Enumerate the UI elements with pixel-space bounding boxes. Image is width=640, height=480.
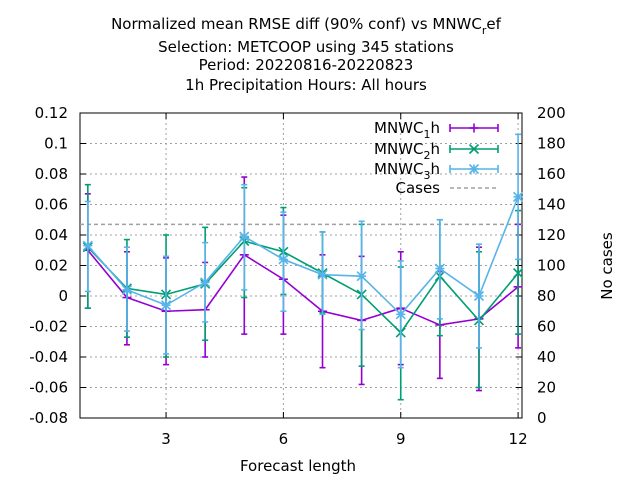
y2-tick-label: 120: [537, 226, 566, 244]
y2-tick-label: 100: [537, 257, 566, 275]
y-tick-label: -0.08: [29, 409, 68, 427]
axes: -0.08 -0.06 -0.04 -0.02 0 0.02 0.04 0.06 0.08 0.1…: [29, 104, 565, 448]
data-point: [434, 263, 445, 274]
y-tick-label: 0.02: [35, 257, 68, 275]
data-point: [278, 254, 289, 265]
y2-tick-label: 200: [537, 104, 566, 122]
data-point: [317, 269, 328, 280]
series-line: [87, 249, 519, 326]
y2-tick-label: 0: [537, 409, 547, 427]
legend-label-cases: Cases: [395, 179, 440, 197]
title-line-2: Selection: METCOOP using 345 stations: [158, 38, 454, 56]
y-tick-label: 0.04: [35, 226, 68, 244]
series-group: [82, 133, 524, 401]
x-axis-label: Forecast length: [240, 457, 356, 475]
x-tick-label: 6: [279, 430, 289, 448]
y-tick-label: 0.12: [35, 104, 68, 122]
series-line: [87, 196, 519, 316]
x-tick-label: 3: [161, 430, 171, 448]
data-point: [395, 309, 406, 320]
y-tick-label: 0.1: [44, 135, 68, 153]
y-tick-label: -0.04: [29, 348, 68, 366]
series-1: [83, 176, 523, 392]
data-point: [200, 277, 211, 288]
x-tick-label: 9: [396, 430, 406, 448]
data-point: [356, 271, 367, 282]
title-line-4: 1h Precipitation Hours: All hours: [185, 76, 427, 94]
y2-tick-label: 40: [537, 348, 556, 366]
legend-label: MNWC1h: [374, 119, 440, 141]
y-tick-label: -0.02: [29, 318, 68, 336]
series-2: [82, 183, 524, 401]
data-point: [473, 290, 485, 302]
data-point: [513, 268, 524, 279]
data-point: [239, 231, 250, 242]
title-line-3: Period: 20220816-20220823: [199, 56, 414, 74]
y-tick-label: 0: [58, 287, 68, 305]
y2-tick-label: 140: [537, 196, 566, 214]
legend-label: MNWC3h: [374, 160, 440, 182]
y2-tick-label: 20: [537, 379, 556, 397]
y-tick-label: -0.06: [29, 379, 68, 397]
series-3: [82, 133, 524, 369]
legend-marker: [468, 143, 480, 155]
series-line: [87, 240, 519, 334]
y2-tick-label: 60: [537, 318, 556, 336]
y2-tick-label: 160: [537, 165, 566, 183]
y2-axis-label: No cases: [598, 232, 616, 300]
data-point: [121, 284, 133, 295]
legend-label: MNWC2h: [374, 140, 440, 162]
x-tick-label: 12: [509, 430, 528, 448]
chart-title: Normalized mean RMSE diff (90% conf) vs …: [111, 15, 502, 94]
y-tick-label: 0.08: [35, 165, 68, 183]
data-point: [513, 191, 524, 202]
y2-tick-label: 180: [537, 135, 566, 153]
legend-marker: [468, 163, 480, 175]
y-tick-label: 0.06: [35, 196, 68, 214]
y2-tick-label: 80: [537, 287, 556, 305]
title-line-1: Normalized mean RMSE diff (90% conf) vs …: [111, 15, 502, 37]
data-point: [82, 240, 93, 251]
data-point: [160, 300, 172, 311]
